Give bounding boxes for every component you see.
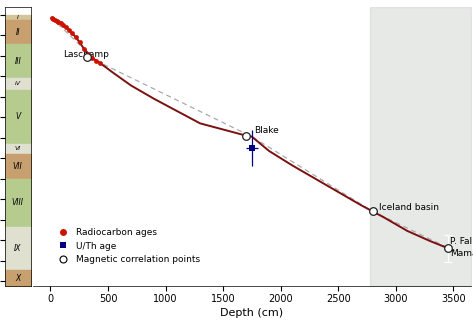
Text: VI: VI [15,146,21,151]
Point [53,18,61,24]
Text: VIII: VIII [12,198,24,207]
Text: X: X [15,273,20,283]
Text: Mamaku?: Mamaku? [450,249,473,258]
Text: Iceland basin: Iceland basin [379,203,439,212]
Text: III: III [14,57,21,66]
Point [69,31,76,36]
Text: II: II [16,28,20,37]
Text: I: I [17,15,18,20]
Point [62,24,70,30]
Point [57,20,64,26]
Text: IV: IV [15,81,21,87]
Text: Laschamp: Laschamp [64,50,109,59]
Point [55,19,62,25]
Point [80,46,88,51]
Text: Blake: Blake [254,126,279,135]
Point [76,40,84,45]
Text: V: V [15,112,20,121]
Text: VII: VII [13,162,23,171]
Point [48,15,55,20]
Point [72,35,79,40]
Legend: Radiocarbon ages, U/Th age, Magnetic correlation points: Radiocarbon ages, U/Th age, Magnetic cor… [51,224,204,268]
X-axis label: Depth (cm): Depth (cm) [220,308,283,318]
Point [50,16,57,21]
Point [51,17,59,22]
Point [65,28,72,33]
Text: IX: IX [14,244,21,253]
Point [93,58,100,63]
Point [96,60,104,65]
Point [88,55,96,61]
Text: P. Falls?: P. Falls? [450,237,473,246]
Point [59,22,67,28]
Point [85,51,92,56]
